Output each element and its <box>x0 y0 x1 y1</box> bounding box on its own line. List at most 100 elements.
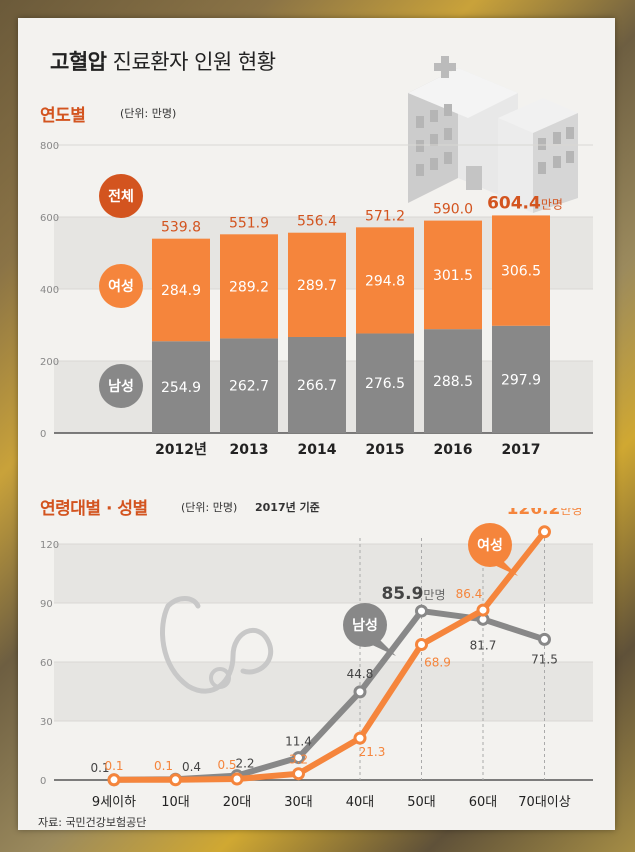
line-chart: 0 30 60 90 120 0.1 0.4 2.2 11.4 44.8 85.9만명 81.7 71.… <box>40 508 593 808</box>
male-value-label: 11.4 <box>285 735 312 749</box>
top-section-unit: (단위: 만명) <box>120 107 177 120</box>
bar-female <box>492 215 550 326</box>
male-value-label: 85.9만명 <box>381 584 445 604</box>
legend-male-label: 남성 <box>352 617 378 634</box>
total-value-label: 551.9 <box>229 215 269 231</box>
y-tick-label: 0 <box>40 429 46 440</box>
x-tick-label: 10대 <box>161 795 190 808</box>
male-value-label: 71.5 <box>531 652 558 666</box>
female-point <box>415 637 428 651</box>
x-tick-label: 70대이상 <box>518 795 570 808</box>
source-note: 자료: 국민건강보험공단 <box>38 816 147 829</box>
title-bold: 고혈압 <box>50 50 107 74</box>
female-point <box>230 772 244 786</box>
female-value-label: 86.4 <box>456 587 483 601</box>
female-value-label: 289.7 <box>297 278 337 294</box>
male-value-label: 262.7 <box>229 379 269 395</box>
bar-male <box>220 338 278 433</box>
legend-total-badge <box>99 174 143 218</box>
legend-male-label: 남성 <box>108 378 134 395</box>
female-value-label: 0.1 <box>104 759 123 773</box>
bar-chart: 0 200 400 600 800 254.9 284.9 539.8 2012년 262.7 28… <box>40 141 593 458</box>
x-tick-label: 2012년 <box>155 442 207 458</box>
legend-female-badge <box>99 264 143 308</box>
female-point <box>538 525 551 539</box>
female-point <box>476 603 490 617</box>
female-point <box>353 731 367 745</box>
y-tick-label: 60 <box>40 658 53 669</box>
x-tick-label: 2015 <box>366 442 405 458</box>
x-tick-label: 50대 <box>407 795 436 808</box>
total-value-label: 590.0 <box>433 202 473 218</box>
female-line <box>114 529 547 783</box>
y-tick-label: 30 <box>40 717 53 728</box>
female-value-label: 126.2만명 <box>507 508 583 519</box>
title-rest: 진료환자 인원 현황 <box>112 50 276 74</box>
bar-female <box>356 227 414 334</box>
bar-male <box>492 325 550 433</box>
female-value-label: 0.1 <box>154 759 173 773</box>
x-tick-label: 2016 <box>434 442 473 458</box>
female-value-label: 0.5 <box>217 758 236 772</box>
bar-male <box>152 341 210 433</box>
bar-male <box>288 336 346 433</box>
y-tick-label: 0 <box>40 776 46 787</box>
male-value-label: 254.9 <box>161 380 201 396</box>
legend-male-badge <box>343 603 387 647</box>
y-tick-label: 120 <box>40 540 59 551</box>
male-value-label: 0.1 <box>90 761 109 775</box>
bar-female <box>424 220 482 330</box>
total-value-label: 556.4 <box>297 214 337 230</box>
y-tick-label: 600 <box>40 213 59 224</box>
female-value-label: 68.9 <box>424 655 451 669</box>
female-point <box>292 767 305 781</box>
male-value-label: 297.9 <box>501 372 541 388</box>
legend-total-label: 전체 <box>108 188 134 205</box>
bottom-section-unit: (단위: 만명) <box>181 501 238 514</box>
page-title: 고혈압 진료환자 인원 현황 <box>50 46 276 76</box>
male-point <box>538 632 551 646</box>
female-value-label: 3.2 <box>289 753 308 767</box>
x-tick-label: 20대 <box>223 795 252 808</box>
legend-female-pointer <box>492 560 518 576</box>
infographic-card: 고혈압 진료환자 인원 현황 연도별 (단위: 만명) 0 200 400 600 80… <box>18 18 615 830</box>
top-section-title: 연도별 <box>40 106 86 126</box>
bar-male <box>424 329 482 433</box>
total-value-label: 539.8 <box>161 220 201 236</box>
x-tick-label: 30대 <box>284 795 313 808</box>
female-point <box>107 773 121 787</box>
bottom-section-note: 2017년 기준 <box>255 501 320 514</box>
legend-female-badge <box>468 523 512 567</box>
legend-male-pointer <box>370 638 396 656</box>
bar-female <box>220 234 278 339</box>
female-point <box>169 773 182 787</box>
y-tick-label: 200 <box>40 357 59 368</box>
female-value-label: 306.5 <box>501 264 541 280</box>
male-point <box>415 604 428 618</box>
total-value-label: 571.2 <box>365 208 405 224</box>
grid-band <box>54 662 593 721</box>
female-value-label: 21.3 <box>359 745 386 759</box>
legend-male-badge <box>99 364 143 408</box>
hospital-icon <box>408 56 578 213</box>
legend-female-label: 여성 <box>108 278 134 295</box>
x-tick-label: 2014 <box>298 442 337 458</box>
bottom-section-title: 연령대별 · 성별 <box>40 499 148 519</box>
y-tick-label: 800 <box>40 141 59 152</box>
female-value-label: 284.9 <box>161 283 201 299</box>
bar-female <box>152 238 210 342</box>
female-value-label: 294.8 <box>365 273 405 289</box>
total-value-label: 604.4만명 <box>487 193 563 213</box>
x-tick-label: 2017 <box>502 442 541 458</box>
male-value-label: 2.2 <box>235 757 254 771</box>
y-tick-label: 400 <box>40 285 59 296</box>
male-value-label: 44.8 <box>347 667 374 681</box>
female-value-label: 301.5 <box>433 268 473 284</box>
x-tick-label: 40대 <box>346 795 375 808</box>
x-tick-label: 60대 <box>469 795 498 808</box>
bar-male <box>356 333 414 433</box>
male-value-label: 0.4 <box>182 760 201 774</box>
y-tick-label: 90 <box>40 599 53 610</box>
legend-female-label: 여성 <box>477 537 503 554</box>
bar-female <box>288 232 346 337</box>
